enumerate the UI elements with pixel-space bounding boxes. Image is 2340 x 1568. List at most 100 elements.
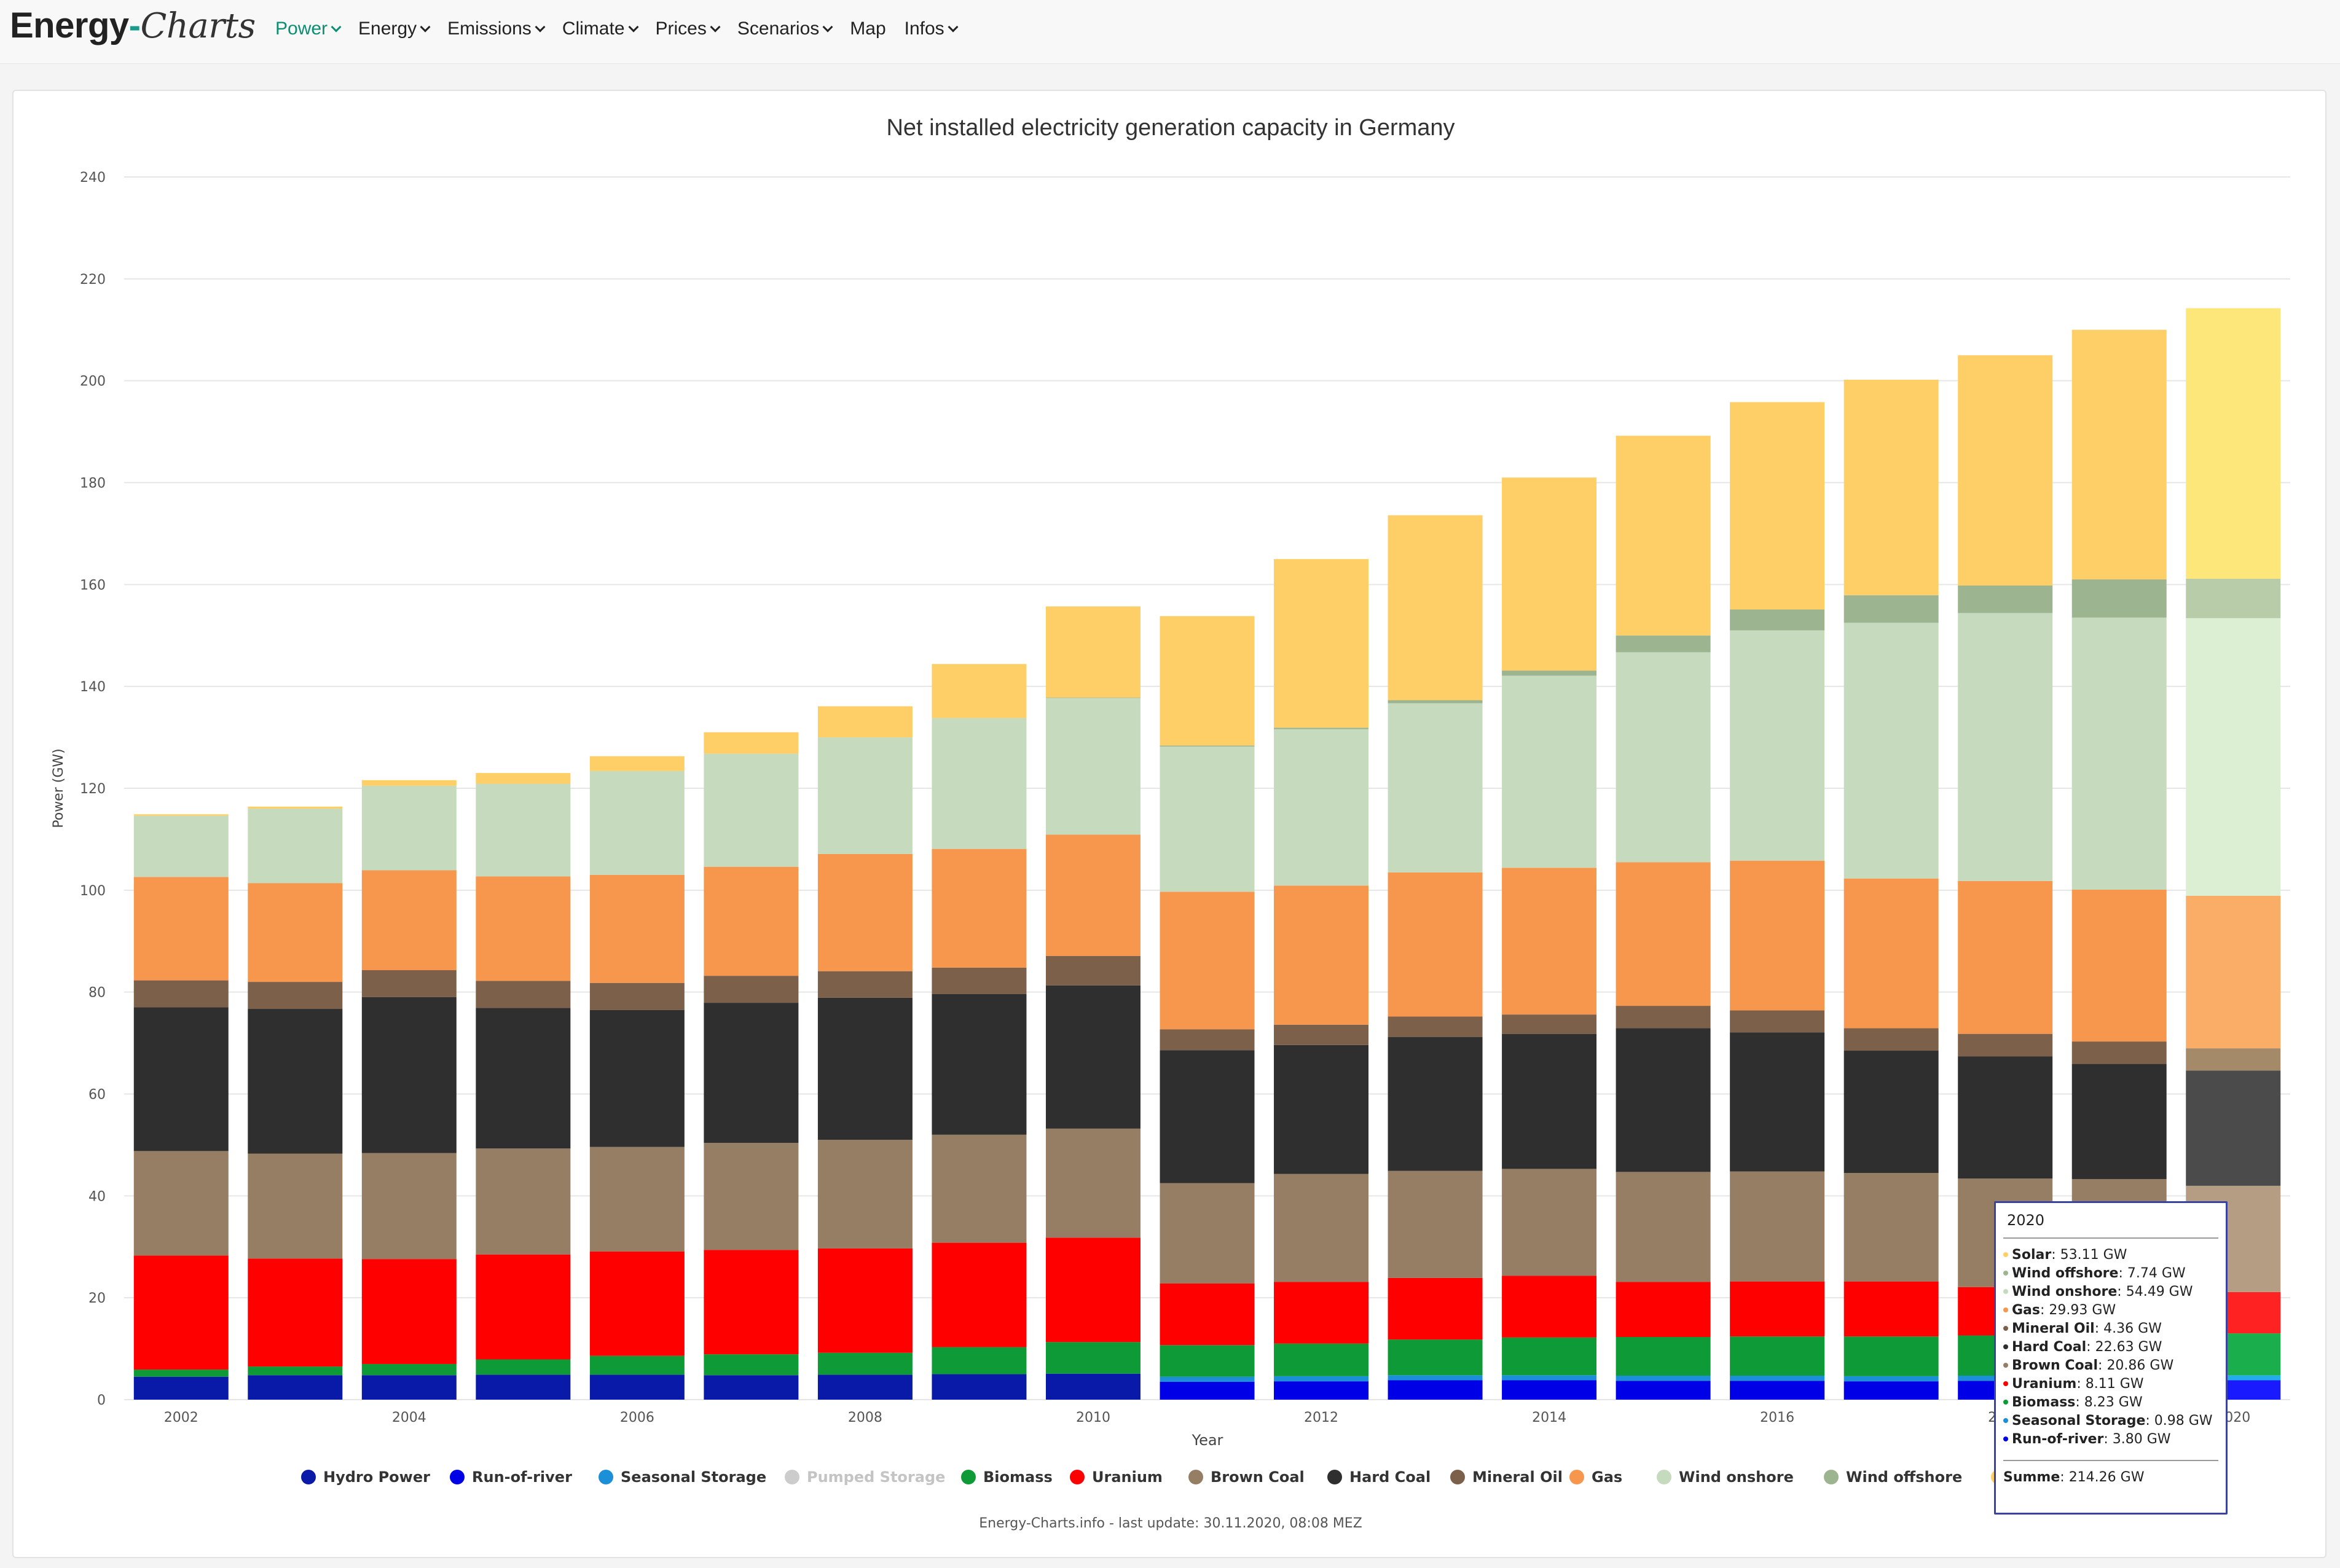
legend-item-hydro-power[interactable]: Hydro Power [323, 1468, 430, 1486]
bar-wind-offshore-2020 [2186, 578, 2281, 619]
chevron-down-icon [331, 22, 342, 33]
legend-marker-wind-offshore[interactable] [1824, 1470, 1839, 1484]
chevron-down-icon [420, 22, 431, 33]
chevron-down-icon [535, 22, 546, 33]
legend-item-pumped-storage[interactable]: Pumped Storage [807, 1468, 945, 1486]
legend-item-seasonal-storage[interactable]: Seasonal Storage [621, 1468, 766, 1486]
legend-item-mineral-oil[interactable]: Mineral Oil [1472, 1468, 1563, 1486]
bar-hard-coal-2011 [1160, 1050, 1255, 1183]
bar-hydro-power-2009 [932, 1374, 1027, 1400]
legend-marker-brown-coal[interactable] [1188, 1470, 1203, 1484]
nav-item-scenarios[interactable]: Scenarios [737, 18, 833, 39]
legend-marker-uranium[interactable] [1070, 1470, 1085, 1484]
series-dot-icon [2003, 1344, 2008, 1349]
chart-tooltip: 2020 Solar: 53.11 GW Wind offshore: 7.74 … [1994, 1201, 2228, 1515]
bar-solar-2002 [133, 814, 229, 816]
bar-seasonal-storage-2020 [2186, 1375, 2281, 1381]
bar-brown-coal-2005 [476, 1148, 571, 1255]
bar-uranium-2005 [476, 1254, 571, 1360]
bar-seasonal-storage-2015 [1616, 1376, 1711, 1381]
legend-item-gas[interactable]: Gas [1592, 1468, 1622, 1486]
bar-biomass-2011 [1160, 1345, 1255, 1377]
bar-gas-2006 [589, 874, 685, 983]
bar-uranium-2008 [817, 1248, 913, 1353]
bar-wind-onshore-2020 [2186, 618, 2281, 896]
legend-item-run-of-river[interactable]: Run-of-river [472, 1468, 572, 1486]
bar-hard-coal-2017 [1843, 1051, 1939, 1174]
tooltip-row: Run-of-river: 3.80 GW [2003, 1430, 2218, 1449]
nav-item-emissions[interactable]: Emissions [447, 18, 546, 39]
bar-run-of-river-2017 [1843, 1381, 1939, 1400]
legend-marker-run-of-river[interactable] [450, 1470, 465, 1484]
bar-wind-offshore-2010 [1045, 697, 1141, 699]
x-axis-label: Year [1192, 1432, 1223, 1449]
bar-brown-coal-2011 [1160, 1183, 1255, 1284]
legend-item-hard-coal[interactable]: Hard Coal [1349, 1468, 1431, 1486]
nav-item-map[interactable]: Map [850, 18, 886, 39]
main-menu: Power Energy Emissions Climate Prices Scenari… [275, 18, 975, 39]
bar-hydro-power-2007 [704, 1375, 799, 1400]
site-logo[interactable]: Energy-Charts [10, 6, 256, 46]
bar-brown-coal-2002 [133, 1151, 229, 1256]
nav-item-infos[interactable]: Infos [905, 18, 959, 39]
bar-solar-2020 [2186, 308, 2281, 579]
legend-marker-wind-onshore[interactable] [1657, 1470, 1671, 1484]
bar-wind-onshore-2006 [589, 770, 685, 875]
bar-run-of-river-2012 [1274, 1381, 1369, 1400]
legend-marker-gas[interactable] [1569, 1470, 1584, 1484]
legend-marker-hard-coal[interactable] [1327, 1470, 1342, 1484]
legend-item-uranium[interactable]: Uranium [1092, 1468, 1163, 1486]
bar-gas-2018 [1958, 880, 2053, 1034]
bar-solar-2014 [1502, 477, 1597, 671]
nav-item-climate[interactable]: Climate [562, 18, 639, 39]
legend-marker-biomass[interactable] [961, 1470, 976, 1484]
nav-item-power[interactable]: Power [275, 18, 342, 39]
bar-mineral-oil-2015 [1616, 1006, 1711, 1029]
bar-brown-coal-2008 [817, 1140, 913, 1249]
bar-hard-coal-2010 [1045, 985, 1141, 1129]
bar-solar-2006 [589, 756, 685, 771]
bar-uranium-2016 [1730, 1281, 1825, 1337]
legend-marker-hydro-power[interactable] [301, 1470, 316, 1484]
bar-gas-2009 [932, 849, 1027, 968]
bar-run-of-river-2013 [1388, 1380, 1483, 1400]
bar-hard-coal-2009 [932, 994, 1027, 1135]
legend-item-wind-offshore[interactable]: Wind offshore [1846, 1468, 1962, 1486]
bar-gas-2007 [704, 866, 799, 976]
series-dot-icon [2003, 1363, 2008, 1368]
nav-item-energy[interactable]: Energy [358, 18, 431, 39]
legend-item-biomass[interactable]: Biomass [983, 1468, 1053, 1486]
bar-mineral-oil-2017 [1843, 1028, 1939, 1051]
y-tick-label: 140 [80, 680, 106, 695]
bar-uranium-2011 [1160, 1283, 1255, 1346]
tooltip-row: Uranium: 8.11 GW [2003, 1375, 2218, 1394]
bar-solar-2010 [1045, 606, 1141, 698]
legend-marker-mineral-oil[interactable] [1450, 1470, 1465, 1484]
bar-biomass-2017 [1843, 1336, 1939, 1376]
bar-uranium-2002 [133, 1255, 229, 1370]
bar-uranium-2015 [1616, 1282, 1711, 1338]
bar-brown-coal-2007 [704, 1143, 799, 1250]
series-dot-icon [2003, 1381, 2008, 1386]
legend-marker-pumped-storage[interactable] [785, 1470, 799, 1484]
bar-brown-coal-2014 [1502, 1169, 1597, 1276]
bar-hydro-power-2005 [476, 1374, 571, 1400]
tooltip-row: Wind offshore: 7.74 GW [2003, 1264, 2218, 1283]
legend-item-brown-coal[interactable]: Brown Coal [1211, 1468, 1305, 1486]
nav-item-prices[interactable]: Prices [656, 18, 721, 39]
bar-gas-2003 [248, 883, 343, 982]
bar-wind-offshore-2016 [1730, 609, 1825, 630]
bar-hard-coal-2004 [361, 997, 457, 1153]
y-tick-label: 200 [80, 374, 106, 390]
bar-brown-coal-2010 [1045, 1128, 1141, 1238]
y-tick-label: 20 [88, 1291, 106, 1306]
series-dot-icon [2003, 1252, 2008, 1257]
legend-item-wind-onshore[interactable]: Wind onshore [1679, 1468, 1794, 1486]
x-tick-label: 2008 [848, 1410, 882, 1425]
y-tick-label: 80 [88, 986, 106, 1001]
bar-solar-2007 [704, 732, 799, 754]
legend-marker-seasonal-storage[interactable] [599, 1470, 613, 1484]
bar-hard-coal-2020 [2186, 1070, 2281, 1186]
bar-biomass-2015 [1616, 1337, 1711, 1376]
bar-wind-offshore-2012 [1274, 727, 1369, 729]
